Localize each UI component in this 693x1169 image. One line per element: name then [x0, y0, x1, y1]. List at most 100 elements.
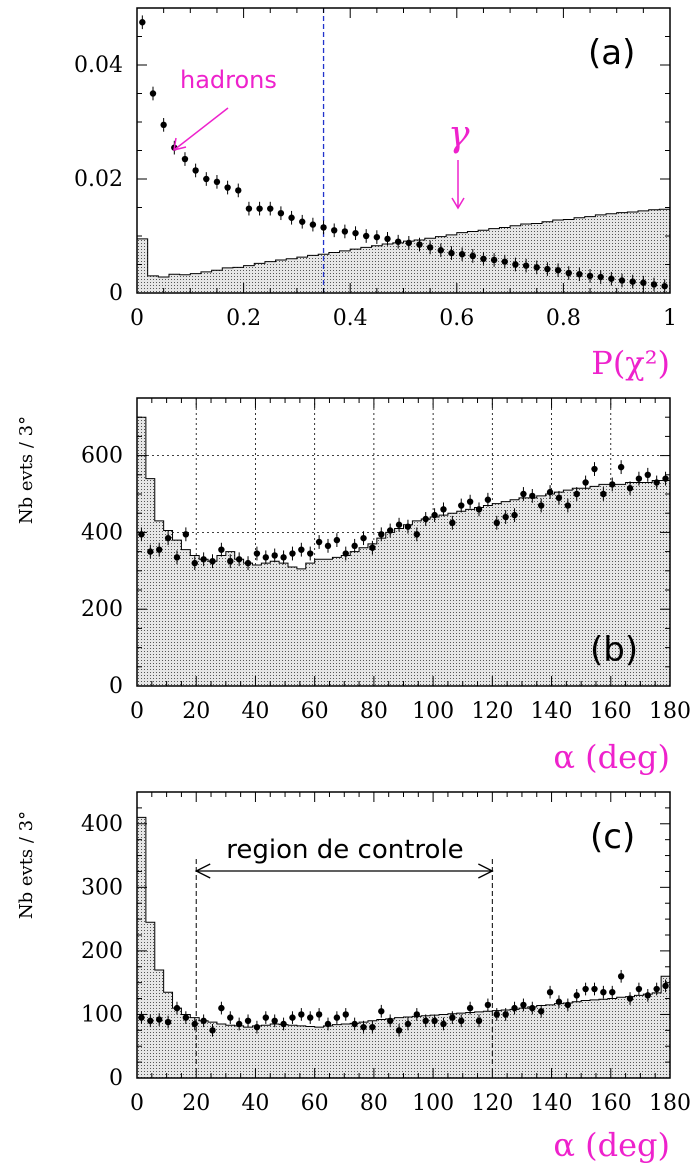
panel-b-data-point — [253, 550, 261, 557]
panel-a-data-point — [554, 267, 562, 274]
panel-a-data-point — [501, 258, 508, 265]
panel-a-data-point — [384, 235, 391, 243]
panel-c-data-point — [271, 1017, 278, 1024]
panel-b-data-point — [164, 534, 172, 542]
panel-a-data-point — [650, 281, 658, 288]
panel-a-data-point — [245, 205, 253, 212]
panel-b-data-point — [582, 479, 589, 486]
panel-c-xtick-label: 160 — [590, 1091, 632, 1116]
panel-c-data-point — [378, 1008, 385, 1015]
panel-c-data-point — [147, 1017, 154, 1024]
panel-c-data-point — [635, 985, 643, 993]
panel-a-ytick-label: 0.04 — [74, 53, 123, 78]
panel-a-xlabel: P(χ²) — [591, 344, 670, 382]
panel-b-data-point — [360, 534, 367, 542]
panel-b-data-point — [662, 475, 669, 482]
panel-b-xtick-label: 160 — [590, 699, 632, 724]
panel-c-data-point — [449, 1014, 456, 1021]
panel-b-data-point — [626, 485, 634, 492]
panel-a-tick-labels: 0 0.2 0.4 0.6 0.8 1 0 0.02 0.04 — [74, 53, 677, 331]
panel-c-xtick-label: 40 — [241, 1091, 269, 1116]
panel-b-xtick-label: 20 — [182, 699, 210, 724]
panel-c-data-point — [333, 1014, 341, 1021]
panel-b-ytick-label: 200 — [81, 597, 123, 622]
panel-c-data-point — [262, 1014, 270, 1021]
panel-c-data-point — [315, 1011, 323, 1018]
panel-b-data-point — [520, 490, 527, 498]
panel-c-data-point — [502, 1011, 509, 1018]
panel-a-data-point — [256, 205, 263, 212]
panel-b-xtick-label: 40 — [241, 699, 269, 724]
panel-a-tag: (a) — [588, 33, 635, 73]
panel-b-xtick-label: 80 — [360, 699, 388, 724]
panel-c-data-point — [369, 1023, 376, 1031]
panel-b-data-point — [351, 542, 358, 550]
panel-c-xtick-label: 100 — [412, 1091, 454, 1116]
panel-c-data-point — [475, 1017, 483, 1024]
panel-b-points — [138, 460, 669, 571]
panel-a-data-point — [192, 167, 199, 174]
panel-b-tick-labels: 0 20 40 60 80 100 120 140 160 180 0 200 400 600 — [81, 444, 691, 724]
panel-c-data-point — [156, 1016, 163, 1023]
panel-c-data-point — [324, 1020, 332, 1028]
panel-b-data-point — [617, 463, 625, 471]
panel-c-data-point — [484, 1001, 492, 1009]
panel-b-data-point — [573, 490, 580, 498]
panel-a-data-point — [405, 239, 413, 247]
panel-b-data-point — [156, 546, 163, 553]
panel-b-ytick-label: 400 — [81, 520, 123, 545]
panel-c-data-point — [307, 1014, 314, 1021]
panel-b-xtick-label: 100 — [412, 699, 454, 724]
panel-c-data-point — [386, 1017, 394, 1024]
panel-c-data-point — [617, 973, 625, 980]
panel-c-data-point — [218, 1004, 225, 1012]
panel-c-xtick-label: 60 — [301, 1091, 329, 1116]
panel-a-data-point — [597, 273, 604, 281]
panel-c-data-point — [591, 985, 598, 993]
panel-c-data-point — [466, 1004, 474, 1012]
panel-a-data-point — [437, 247, 445, 254]
panel-b-xlabel: α (deg) — [553, 738, 670, 776]
panel-a-data-point — [203, 175, 210, 183]
panel-a-data-point — [181, 155, 189, 163]
panel-a-data-point — [533, 264, 540, 271]
panel-c-data-point — [511, 1004, 518, 1012]
panel-b-data-point — [591, 465, 598, 473]
panel-c-data-point — [395, 1027, 403, 1034]
panel-a-xtick-label: 0 — [130, 306, 144, 331]
panel-a-data-point — [544, 265, 551, 273]
panel-c-xtick-label: 0 — [130, 1091, 144, 1116]
panel-b-data-point — [227, 558, 234, 565]
panel-b-data-point — [191, 559, 198, 567]
panel-c-histogram-area — [136, 816, 671, 1079]
panel-a-data-point — [320, 224, 327, 231]
panel-b-data-point — [395, 521, 403, 528]
panel-c-data-point — [191, 1020, 198, 1028]
panel-a-xtick-label: 0.8 — [546, 306, 581, 331]
panel-c-data-point — [413, 1011, 421, 1018]
panel-c-data-point — [289, 1014, 296, 1021]
panel-a-xtick-label: 0.4 — [333, 306, 368, 331]
panel-c-data-point — [493, 1011, 500, 1018]
panel-c: 0 20 40 60 80 100 120 140 160 180 0 100 200 300 400 (c… — [16, 791, 691, 1164]
panel-b-data-point — [386, 527, 394, 534]
panel-c-xtick-label: 140 — [531, 1091, 573, 1116]
panel-a-data-point — [629, 278, 636, 285]
panel-a-data-point — [480, 255, 487, 262]
panel-a-data-point — [586, 272, 594, 280]
panel-c-data-point — [609, 989, 616, 996]
panel-b-data-point — [511, 511, 518, 519]
panel-b-data-point — [431, 511, 438, 519]
panel-b-ticks — [136, 397, 671, 687]
panel-b-data-point — [564, 502, 572, 509]
panel-b-data-point — [280, 554, 287, 561]
panel-b-data-point — [529, 492, 536, 500]
panel-b-data-point — [653, 479, 660, 486]
panel-a-data-point — [235, 187, 242, 194]
panel-c-ytick-label: 100 — [81, 1002, 123, 1027]
panel-c-ylabel: Nb evts / 3° — [16, 811, 37, 919]
panel-c-data-point — [600, 989, 607, 996]
panel-b-xtick-label: 60 — [301, 699, 329, 724]
panel-b-data-point — [555, 494, 563, 502]
panel-b-data-point — [600, 490, 607, 498]
